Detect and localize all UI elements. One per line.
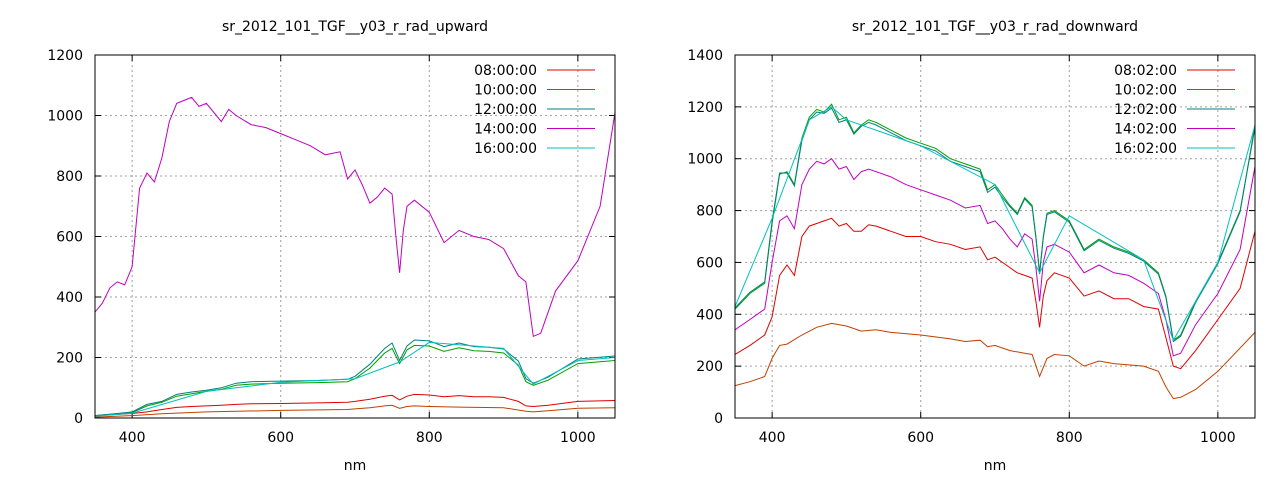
legend-label: 08:00:00: [474, 63, 537, 79]
y-tick-label: 0: [74, 411, 83, 427]
y-tick-label: 200: [56, 351, 83, 367]
series-line-3: [735, 107, 1255, 343]
legend-label: 10:02:00: [1114, 83, 1177, 99]
legend-label: 12:00:00: [474, 102, 537, 118]
legend-label: 14:02:00: [1114, 122, 1177, 138]
legend-label: 16:02:00: [1114, 141, 1177, 157]
x-tick-label: 600: [267, 430, 294, 446]
series-line-2: [95, 344, 615, 417]
x-tick-label: 400: [759, 430, 786, 446]
series-line-0: [95, 393, 615, 417]
legend-label: 08:02:00: [1114, 63, 1177, 79]
y-tick-label: 600: [696, 255, 723, 271]
series-line-5: [735, 106, 1255, 342]
legend-label: 12:02:00: [1114, 102, 1177, 118]
series-line-5: [95, 341, 615, 417]
series-line-1: [95, 404, 615, 418]
plot-frame: [94, 54, 616, 419]
y-tick-label: 1400: [687, 48, 723, 64]
x-tick-label: 1000: [560, 430, 596, 446]
legend-label: 14:00:00: [474, 122, 537, 138]
series-line-4: [735, 158, 1255, 357]
y-tick-label: 1000: [687, 152, 723, 168]
plot-frame: [734, 54, 1256, 419]
chart-panel-1: sr_2012_101_TGF__y03_r_rad_downward 0 200 4…: [687, 19, 1256, 474]
chart-title: sr_2012_101_TGF__y03_r_rad_upward: [222, 19, 488, 35]
series-line-4: [95, 96, 615, 338]
legend-label: 10:00:00: [474, 83, 537, 99]
x-tick-label: 800: [1056, 430, 1083, 446]
y-tick-label: 1200: [687, 100, 723, 116]
y-tick-label: 0: [714, 411, 723, 427]
y-tick-label: 600: [56, 230, 83, 246]
series-line-0: [735, 217, 1255, 370]
y-tick-label: 800: [56, 169, 83, 185]
series-line-1: [735, 322, 1255, 400]
chart-panel-0: sr_2012_101_TGF__y03_r_rad_upward 0 200 400…: [47, 19, 616, 474]
series-line-3: [95, 339, 615, 417]
x-tick-label: 400: [119, 430, 146, 446]
legend-label: 16:00:00: [474, 141, 537, 157]
y-tick-label: 800: [696, 204, 723, 220]
y-tick-label: 200: [696, 359, 723, 375]
y-tick-label: 1200: [47, 48, 83, 64]
y-tick-label: 400: [696, 307, 723, 323]
x-axis-label: nm: [344, 458, 367, 474]
x-axis-label: nm: [984, 458, 1007, 474]
y-tick-label: 1000: [47, 109, 83, 125]
x-tick-label: 600: [907, 430, 934, 446]
x-tick-label: 800: [416, 430, 443, 446]
series-line-2: [735, 103, 1255, 342]
chart-title: sr_2012_101_TGF__y03_r_rad_downward: [852, 19, 1138, 35]
x-tick-label: 1000: [1200, 430, 1236, 446]
y-tick-label: 400: [56, 290, 83, 306]
